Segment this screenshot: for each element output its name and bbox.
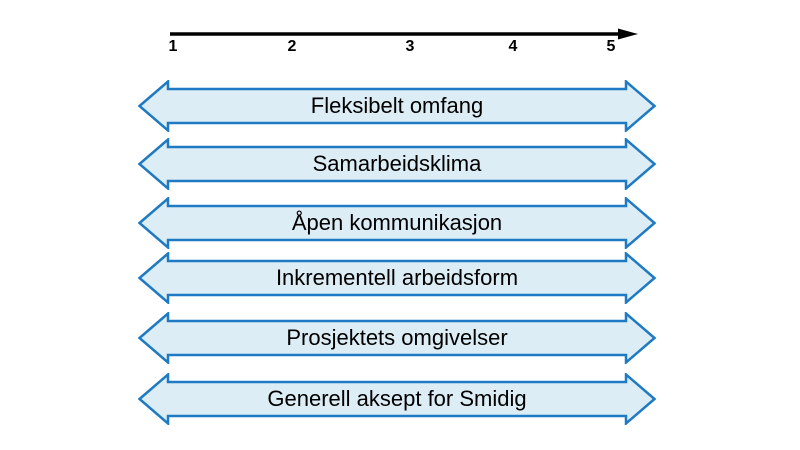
axis-tick-5: 5 — [606, 38, 616, 55]
double-arrow-icon — [138, 252, 656, 304]
factor-arrow-prosjektets-omgivelser: Prosjektets omgivelser — [138, 312, 656, 364]
double-arrow-icon — [138, 197, 656, 249]
factor-arrow-inkrementell-arbeidsform: Inkrementell arbeidsform — [138, 252, 656, 304]
double-arrow-icon — [138, 312, 656, 364]
axis-right-arrow-icon — [170, 28, 638, 40]
factor-arrow-generell-aksept-for-smidig: Generell aksept for Smidig — [138, 373, 656, 425]
rating-scale-axis: 1 2 3 4 5 — [0, 0, 800, 64]
double-arrow-icon — [138, 138, 656, 190]
axis-tick-1: 1 — [168, 38, 178, 55]
factor-arrow-samarbeidsklima: Samarbeidsklima — [138, 138, 656, 190]
double-arrow-icon — [138, 80, 656, 132]
factor-arrow-fleksibelt-omfang: Fleksibelt omfang — [138, 80, 656, 132]
factor-label: Samarbeidsklima — [312, 151, 482, 176]
factor-label: Åpen kommunikasjon — [291, 210, 503, 235]
factor-label: Fleksibelt omfang — [310, 93, 484, 118]
axis-tick-3: 3 — [405, 38, 415, 55]
factor-label: Inkrementell arbeidsform — [275, 265, 519, 290]
factor-arrow-apen-kommunikasjon: Åpen kommunikasjon — [138, 197, 656, 249]
axis-tick-4: 4 — [508, 38, 518, 55]
factor-label: Generell aksept for Smidig — [267, 386, 527, 411]
double-arrow-icon — [138, 373, 656, 425]
factor-label: Prosjektets omgivelser — [286, 325, 508, 350]
axis-tick-2: 2 — [287, 38, 297, 55]
